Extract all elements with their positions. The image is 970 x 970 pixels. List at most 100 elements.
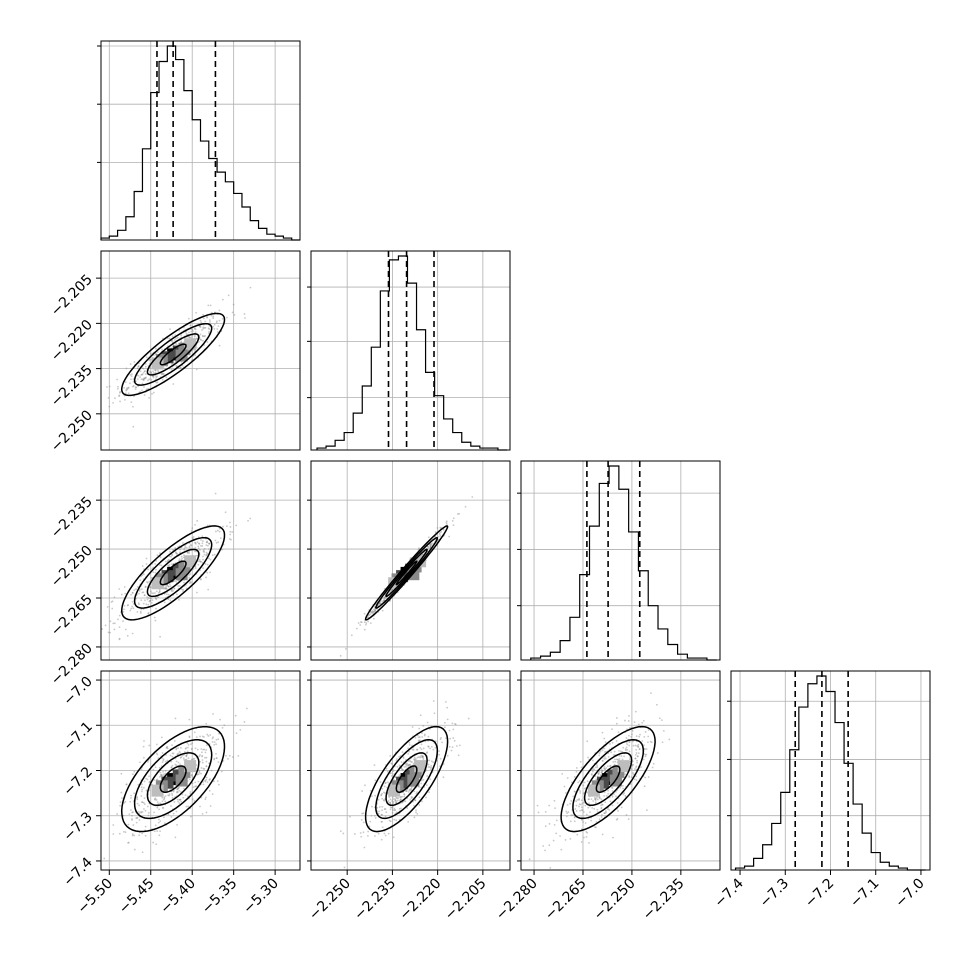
scatter-point (584, 822, 587, 824)
scatter-point (427, 545, 430, 548)
scatter-point (205, 811, 208, 814)
y-tick-label: −7.2 (60, 764, 95, 799)
scatter-point (179, 756, 182, 759)
scatter-point (199, 549, 201, 551)
scatter-point (598, 796, 601, 799)
scatter-point (160, 773, 162, 776)
scatter-point (205, 544, 208, 547)
scatter-point (573, 816, 576, 818)
scatter-point (164, 587, 166, 590)
scatter-point (400, 807, 402, 810)
scatter-point (575, 804, 578, 807)
scatter-point (189, 336, 191, 339)
scatter-point (190, 748, 193, 751)
scatter-point (189, 324, 192, 326)
scatter-point (195, 346, 198, 349)
scatter-point (154, 766, 157, 769)
scatter-point (567, 811, 570, 813)
scatter-point (408, 759, 411, 762)
scatter-point (174, 551, 177, 553)
scatter-point (205, 765, 208, 768)
scatter-point (650, 741, 653, 744)
scatter-point (175, 552, 177, 554)
scatter-point (201, 751, 203, 754)
scatter-point (208, 548, 210, 550)
x-tick-label: −7.3 (757, 876, 792, 911)
scatter-point (192, 330, 194, 332)
scatter-point (378, 603, 381, 605)
scatter-point (414, 757, 417, 760)
scatter-point (143, 377, 146, 379)
scatter-point (164, 822, 166, 825)
scatter-point (132, 824, 135, 826)
scatter-point (141, 389, 143, 392)
scatter-point (394, 809, 396, 811)
scatter-point (383, 597, 385, 599)
scatter-point (127, 823, 130, 826)
scatter-point (118, 391, 121, 394)
histogram-bin (118, 230, 126, 240)
scatter-point (420, 743, 423, 746)
scatter-point (357, 622, 360, 624)
scatter-point (146, 388, 149, 390)
scatter-point (598, 752, 601, 754)
scatter-point (202, 550, 205, 553)
scatter-point (161, 806, 164, 809)
scatter-point (196, 773, 199, 776)
scatter-point (161, 378, 164, 381)
scatter-point (615, 740, 618, 742)
scatter-point (146, 581, 149, 584)
histogram-bin (668, 644, 678, 660)
scatter-point (176, 823, 178, 826)
scatter-point (367, 616, 370, 619)
scatter-point (209, 778, 211, 780)
scatter-point (184, 747, 187, 750)
scatter-point (143, 594, 146, 597)
scatter-point (627, 720, 630, 722)
scatter-point (374, 817, 377, 819)
scatter-point (420, 748, 423, 751)
scatter-point (381, 609, 384, 612)
scatter-point (537, 811, 540, 814)
scatter-point (137, 602, 140, 605)
scatter-point (233, 314, 236, 316)
histogram-series (734, 675, 926, 871)
scatter-point (378, 602, 381, 604)
scatter-point (129, 363, 132, 365)
scatter-point (160, 736, 163, 739)
scatter-point (548, 804, 551, 807)
scatter-point (213, 743, 216, 746)
scatter-point (209, 321, 211, 323)
scatter-point (381, 600, 384, 603)
scatter-point (548, 844, 551, 847)
scatter-point (205, 776, 208, 779)
scatter-point (140, 795, 143, 797)
scatter-point (210, 314, 213, 317)
scatter-point (159, 564, 161, 567)
histogram-bin (201, 141, 209, 240)
scatter-point (147, 814, 150, 817)
scatter-point (176, 790, 179, 793)
scatter-point (167, 593, 170, 596)
scatter-point (174, 763, 177, 766)
scatter-point (655, 703, 658, 706)
scatter-point (618, 754, 621, 757)
scatter-point (142, 379, 145, 381)
scatter-point (143, 780, 146, 783)
scatter-point (625, 746, 628, 749)
scatter-point (415, 792, 418, 795)
scatter-point (626, 743, 629, 746)
scatter-point (161, 752, 164, 754)
scatter-point (208, 542, 210, 545)
scatter-point (631, 729, 634, 732)
scatter-point (170, 590, 173, 593)
scatter-point (149, 599, 151, 602)
scatter-point (339, 830, 342, 833)
contour-line (572, 738, 645, 820)
scatter-point (634, 710, 637, 713)
scatter-point (452, 524, 455, 527)
x-tick-label: −7.0 (892, 876, 927, 911)
scatter-point (204, 320, 207, 323)
scatter-point (596, 808, 599, 811)
scatter-point (196, 337, 198, 340)
